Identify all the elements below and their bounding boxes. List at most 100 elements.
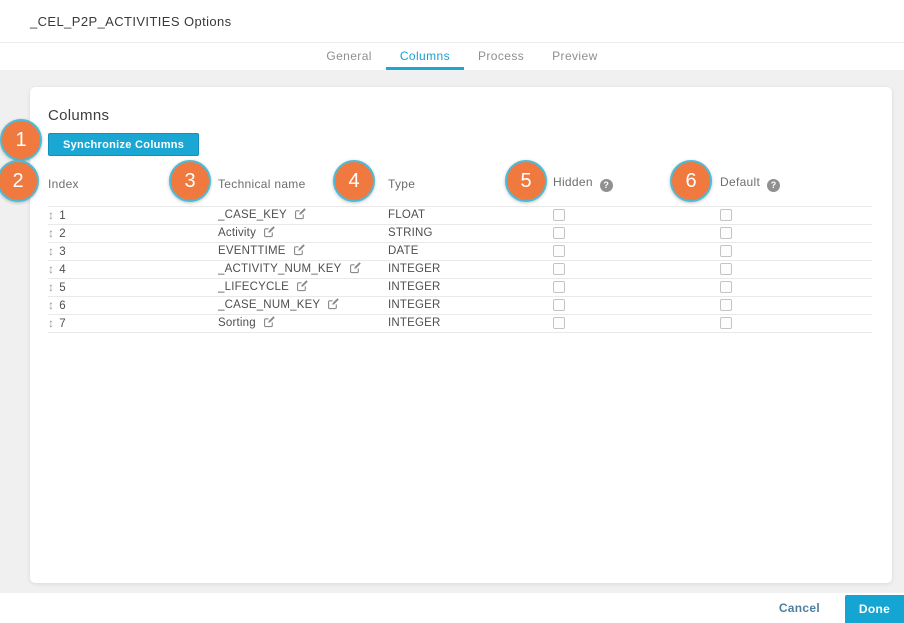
technical-name: Sorting — [218, 317, 256, 329]
row-index: 4 — [59, 264, 66, 276]
default-cell — [720, 242, 872, 260]
row-index: 2 — [59, 228, 66, 240]
technical-name-cell: Activity — [218, 224, 388, 242]
type-cell: DATE — [388, 245, 419, 257]
drag-handle-icon[interactable]: ↕ — [48, 226, 55, 240]
help-icon[interactable]: ? — [767, 179, 781, 193]
default-checkbox[interactable] — [720, 244, 732, 257]
help-icon[interactable]: ? — [599, 179, 613, 193]
technical-name-cell: _CASE_NUM_KEY — [218, 296, 388, 314]
dialog-title: _CEL_P2P_ACTIVITIES Options — [30, 14, 232, 29]
edit-icon[interactable] — [327, 297, 340, 313]
edit-icon[interactable] — [294, 207, 307, 223]
table-row: ↕ 6 _CASE_NUM_KEY INTEGER — [48, 296, 872, 314]
hidden-checkbox[interactable] — [553, 262, 565, 275]
tab-columns[interactable]: Columns — [385, 43, 464, 70]
hidden-checkbox[interactable] — [553, 244, 565, 257]
technical-name-cell: _CASE_KEY — [218, 206, 388, 224]
hidden-cell — [553, 296, 720, 314]
drag-handle-icon[interactable]: ↕ — [48, 208, 55, 222]
edit-icon[interactable] — [296, 279, 309, 295]
type-cell: INTEGER — [388, 317, 441, 329]
callout-1: 1 — [0, 119, 42, 161]
type-cell: INTEGER — [388, 281, 441, 293]
edit-icon[interactable] — [293, 243, 306, 259]
index-cell: ↕ 6 — [48, 296, 218, 314]
done-button[interactable]: Done — [845, 595, 904, 623]
index-cell: ↕ 5 — [48, 278, 218, 296]
technical-name-cell: _LIFECYCLE — [218, 278, 388, 296]
hidden-cell — [553, 206, 720, 224]
table-row: ↕ 7 Sorting INTEGER — [48, 314, 872, 332]
technical-name: Activity — [218, 227, 257, 239]
callout-5: 5 — [505, 160, 547, 202]
index-cell: ↕ 1 — [48, 206, 218, 224]
drag-handle-icon[interactable]: ↕ — [48, 244, 55, 258]
drag-handle-icon[interactable]: ↕ — [48, 298, 55, 312]
drag-handle-icon[interactable]: ↕ — [48, 280, 55, 294]
row-index: 6 — [59, 300, 66, 312]
edit-icon[interactable] — [263, 225, 276, 241]
callout-2: 2 — [0, 160, 39, 202]
callout-6: 6 — [670, 160, 712, 202]
index-cell: ↕ 4 — [48, 260, 218, 278]
row-index: 7 — [59, 318, 66, 330]
technical-name: _CASE_KEY — [218, 209, 287, 221]
default-checkbox[interactable] — [720, 208, 732, 221]
technical-name-cell: _ACTIVITY_NUM_KEY — [218, 260, 388, 278]
default-cell — [720, 224, 872, 242]
drag-handle-icon[interactable]: ↕ — [48, 262, 55, 276]
default-checkbox[interactable] — [720, 298, 732, 311]
technical-name: _CASE_NUM_KEY — [218, 299, 321, 311]
default-cell — [720, 314, 872, 332]
edit-icon[interactable] — [263, 315, 276, 331]
index-cell: ↕ 7 — [48, 314, 218, 332]
hidden-checkbox[interactable] — [553, 208, 565, 221]
header-technical-name: Technical name — [218, 176, 306, 191]
drag-handle-icon[interactable]: ↕ — [48, 316, 55, 330]
tab-list: General Columns Process Preview — [312, 43, 611, 70]
table-row: ↕ 3 EVENTTIME DATE — [48, 242, 872, 260]
dialog-footer: Cancel Done — [0, 593, 904, 623]
tab-preview[interactable]: Preview — [552, 49, 598, 63]
callout-4: 4 — [333, 160, 375, 202]
table-row: ↕ 2 Activity STRING — [48, 224, 872, 242]
table-row: ↕ 1 _CASE_KEY FLOAT — [48, 206, 872, 224]
edit-icon[interactable] — [349, 261, 362, 277]
hidden-checkbox[interactable] — [553, 316, 565, 329]
default-checkbox[interactable] — [720, 262, 732, 275]
header-type: Type — [388, 176, 416, 191]
hidden-checkbox[interactable] — [553, 280, 565, 293]
cancel-button[interactable]: Cancel — [778, 601, 820, 615]
tab-process[interactable]: Process — [478, 49, 525, 63]
tab-general[interactable]: General — [326, 49, 372, 63]
row-index: 5 — [59, 282, 66, 294]
panel-heading: Columns — [48, 107, 110, 124]
default-checkbox[interactable] — [720, 280, 732, 293]
technical-name: _LIFECYCLE — [218, 281, 290, 293]
type-cell: INTEGER — [388, 299, 441, 311]
header-hidden: Hidden? — [553, 172, 720, 206]
hidden-cell — [553, 278, 720, 296]
technical-name-cell: EVENTTIME — [218, 242, 388, 260]
default-checkbox[interactable] — [720, 226, 732, 239]
columns-table-body: ↕ 1 _CASE_KEY FLOAT ↕ 2 Activity STRING ↕ 3 EVENTT… — [48, 206, 872, 332]
index-cell: ↕ 2 — [48, 224, 218, 242]
default-cell — [720, 260, 872, 278]
default-cell — [720, 206, 872, 224]
dialog-titlebar: _CEL_P2P_ACTIVITIES Options — [0, 0, 904, 43]
table-row: ↕ 5 _LIFECYCLE INTEGER — [48, 278, 872, 296]
default-checkbox[interactable] — [720, 316, 732, 329]
tab-bar: General Columns Process Preview — [0, 43, 904, 70]
type-cell: FLOAT — [388, 209, 426, 221]
columns-panel: Columns Synchronize Columns Index Techni… — [30, 87, 892, 583]
technical-name: _ACTIVITY_NUM_KEY — [218, 263, 342, 275]
hidden-checkbox[interactable] — [553, 298, 565, 311]
synchronize-columns-button[interactable]: Synchronize Columns — [48, 133, 200, 156]
default-cell — [720, 296, 872, 314]
hidden-checkbox[interactable] — [553, 226, 565, 239]
technical-name: EVENTTIME — [218, 245, 286, 257]
hidden-cell — [553, 260, 720, 278]
columns-table: Index Technical name Type Hidden? Defaul… — [48, 172, 872, 333]
